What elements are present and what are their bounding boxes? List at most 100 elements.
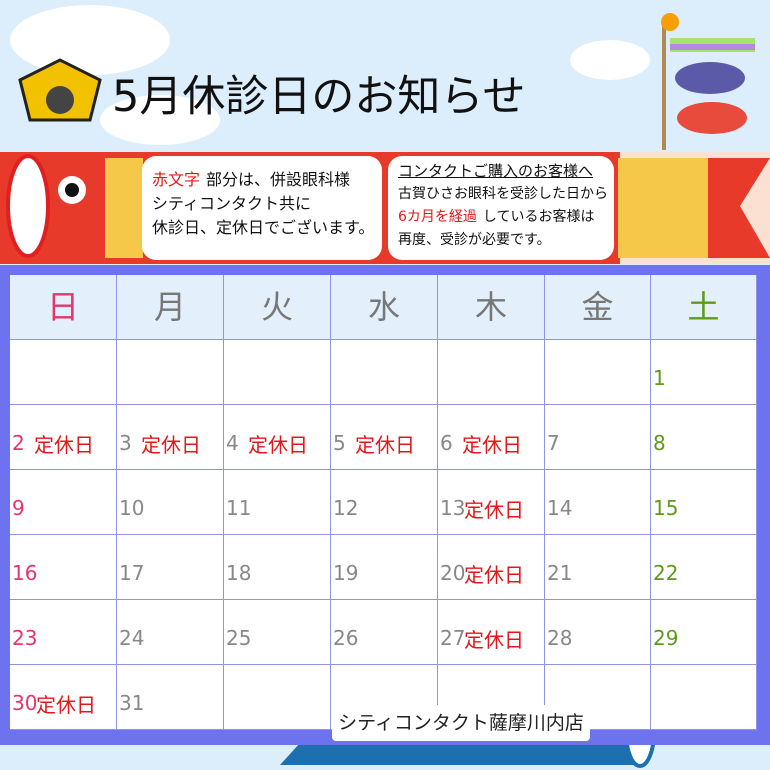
day-number: 10 — [119, 496, 145, 520]
notice-line: 再度、受診が必要です。 — [398, 229, 604, 252]
day-cell — [545, 340, 651, 405]
day-cell: 23 — [10, 600, 117, 665]
day-cell: 2 定休日 — [10, 405, 117, 470]
day-cell: 4 定休日 — [224, 405, 331, 470]
day-cell — [224, 340, 331, 405]
closed-note: 定休日 — [248, 433, 308, 457]
day-cell — [438, 340, 545, 405]
day-number: 13 — [440, 496, 466, 520]
day-cell: 3 定休日 — [117, 405, 224, 470]
day-number: 23 — [12, 626, 38, 650]
day-cell: 9 — [10, 470, 117, 535]
day-number: 15 — [653, 496, 679, 520]
notice-text: 再度、受診が必要です。 — [398, 232, 551, 248]
title: 5月休診日のお知らせ — [112, 72, 526, 122]
day-number: 3 — [119, 431, 132, 455]
weekday-header: 月 — [117, 275, 224, 340]
day-cell — [331, 340, 438, 405]
day-cell — [10, 340, 117, 405]
notice-line: 6カ月を経過 しているお客様は — [398, 206, 604, 229]
day-cell — [224, 665, 331, 730]
day-number: 18 — [226, 561, 252, 585]
closed-note: 定休日 — [462, 433, 522, 457]
day-cell: 1 — [651, 340, 757, 405]
day-number: 31 — [119, 691, 145, 715]
day-cell: 19 — [331, 535, 438, 600]
day-number: 6 — [440, 431, 453, 455]
day-number: 1 — [653, 366, 666, 390]
day-number: 20 — [440, 561, 466, 585]
notice-heading: コンタクトご購入のお客様へ — [398, 162, 594, 180]
day-number: 26 — [333, 626, 359, 650]
day-number: 21 — [547, 561, 573, 585]
day-number: 11 — [226, 496, 252, 520]
day-number: 12 — [333, 496, 359, 520]
day-cell: 27 定休日 — [438, 600, 545, 665]
closed-note: 定休日 — [141, 433, 201, 457]
weekday-header: 金 — [545, 275, 651, 340]
day-cell: 10 — [117, 470, 224, 535]
weekday-header: 日 — [10, 275, 117, 340]
closed-note: 定休日 — [464, 563, 524, 587]
day-cell: 16 — [10, 535, 117, 600]
day-cell: 21 — [545, 535, 651, 600]
day-cell: 8 — [651, 405, 757, 470]
day-cell: 28 — [545, 600, 651, 665]
day-number: 29 — [653, 626, 679, 650]
day-number: 24 — [119, 626, 145, 650]
store-name: シティコンタクト薩摩川内店 — [332, 705, 590, 741]
day-number: 8 — [653, 431, 666, 455]
day-cell: 11 — [224, 470, 331, 535]
day-cell — [117, 340, 224, 405]
day-cell: 22 — [651, 535, 757, 600]
closed-note: 定休日 — [355, 433, 415, 457]
day-cell: 15 — [651, 470, 757, 535]
day-number: 19 — [333, 561, 359, 585]
day-cell: 13 定休日 — [438, 470, 545, 535]
day-cell: 31 — [117, 665, 224, 730]
day-cell: 29 — [651, 600, 757, 665]
closed-note: 定休日 — [36, 693, 96, 717]
day-cell: 6 定休日 — [438, 405, 545, 470]
day-number: 22 — [653, 561, 679, 585]
day-number: 14 — [547, 496, 573, 520]
day-number: 30 — [12, 691, 38, 715]
day-cell — [545, 665, 651, 730]
day-number: 5 — [333, 431, 346, 455]
notice-right: コンタクトご購入のお客様へ 古賀ひさお眼科を受診した日から 6カ月を経過 しているお… — [388, 156, 614, 260]
day-cell: 12 — [331, 470, 438, 535]
day-cell: 20 定休日 — [438, 535, 545, 600]
day-number: 16 — [12, 561, 38, 585]
notice-text: 赤文字 — [152, 170, 201, 189]
notice-text: 古賀ひさお眼科を受診した日から — [398, 186, 608, 202]
day-cell: 17 — [117, 535, 224, 600]
calendar: 日月火水木金土 1 2 定休日 3 定休日 4 定休日 5 定休日 6 定休日 7 8 9 10 11 12 13 定… — [10, 275, 757, 730]
day-number: 7 — [547, 431, 560, 455]
day-number: 27 — [440, 626, 466, 650]
day-number: 28 — [547, 626, 573, 650]
day-cell: 24 — [117, 600, 224, 665]
notice-text: しているお客様は — [482, 209, 595, 225]
closed-note: 定休日 — [464, 628, 524, 652]
weekday-header: 火 — [224, 275, 331, 340]
day-number: 2 — [12, 431, 25, 455]
notice-line: 赤文字 部分は、併設眼科様 — [152, 168, 372, 192]
day-cell: 30 定休日 — [10, 665, 117, 730]
notice-text: シティコンタクト共に — [152, 194, 312, 213]
day-cell: 25 — [224, 600, 331, 665]
notice-text: 休診日、定休日でございます。 — [152, 218, 375, 237]
closed-note: 定休日 — [34, 433, 94, 457]
weekday-header: 水 — [331, 275, 438, 340]
notice-line: シティコンタクト共に — [152, 192, 372, 216]
notice-text: 部分は、併設眼科様 — [206, 170, 351, 189]
day-cell: 26 — [331, 600, 438, 665]
day-cell: 5 定休日 — [331, 405, 438, 470]
closed-note: 定休日 — [464, 498, 524, 522]
notice-left: 赤文字 部分は、併設眼科様シティコンタクト共に休診日、定休日でございます。 — [142, 156, 382, 260]
day-number: 17 — [119, 561, 145, 585]
notice-line: 古賀ひさお眼科を受診した日から — [398, 183, 608, 206]
weekday-header: 木 — [438, 275, 545, 340]
day-cell: 18 — [224, 535, 331, 600]
notice-line: 休診日、定休日でございます。 — [152, 216, 375, 240]
